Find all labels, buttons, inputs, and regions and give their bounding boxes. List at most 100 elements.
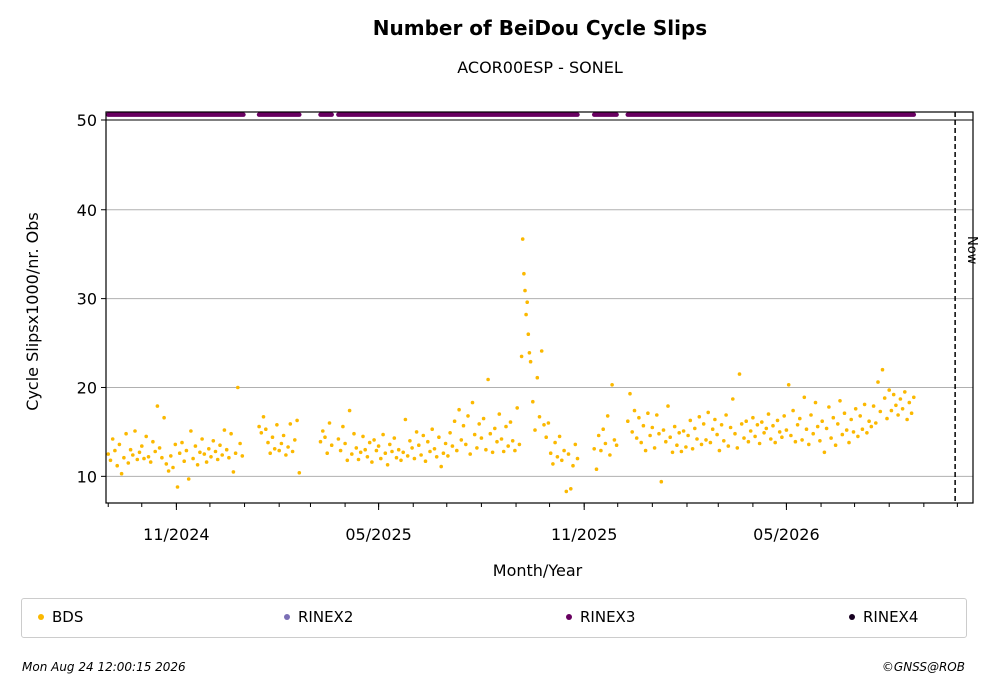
data-point-bds xyxy=(528,359,533,364)
data-point-bds xyxy=(461,423,466,428)
data-point-bds xyxy=(708,440,713,445)
y-tick-label: 20 xyxy=(77,378,97,397)
data-point-bds xyxy=(363,447,368,452)
data-point-bds xyxy=(737,372,742,376)
data-point-bds xyxy=(704,438,708,442)
x-tick-label: 11/2025 xyxy=(551,525,617,544)
data-point-bds xyxy=(233,451,238,456)
data-point-bds xyxy=(376,444,381,448)
data-point-bds xyxy=(533,428,537,432)
legend-item-rinex4: RINEX4 xyxy=(849,608,918,626)
data-point-bds xyxy=(153,449,157,454)
data-point-bds xyxy=(175,485,180,489)
data-point-bds xyxy=(222,428,227,432)
data-point-bds xyxy=(715,432,719,437)
data-point-bds xyxy=(537,415,542,419)
data-point-bds xyxy=(472,432,477,437)
data-point-bds xyxy=(858,414,862,418)
data-point-bds xyxy=(470,400,475,405)
data-point-bds xyxy=(117,442,122,447)
data-point-bds xyxy=(867,419,871,424)
data-point-bds xyxy=(862,402,867,407)
data-point-bds xyxy=(535,375,540,380)
data-point-bds xyxy=(193,444,198,448)
data-point-bds xyxy=(630,430,634,434)
data-point-bds xyxy=(849,417,853,422)
data-point-bds xyxy=(266,440,270,445)
data-point-bds xyxy=(515,406,519,410)
data-point-bds xyxy=(891,392,896,397)
data-point-bds xyxy=(162,415,166,420)
data-point-bds xyxy=(410,446,414,450)
chart-title: Number of BeiDou Cycle Slips xyxy=(372,16,708,40)
data-point-bds xyxy=(793,439,798,444)
data-point-bds xyxy=(189,429,193,433)
data-point-bds xyxy=(131,453,135,457)
data-point-bds xyxy=(224,447,229,452)
now-label: Now xyxy=(964,236,979,265)
data-point-bds xyxy=(345,458,350,463)
data-point-bds xyxy=(789,433,793,438)
data-point-bds xyxy=(804,427,809,432)
data-point-bds xyxy=(896,413,900,417)
data-point-bds xyxy=(218,443,222,448)
data-point-bds xyxy=(684,445,688,449)
data-point-bds xyxy=(771,423,775,428)
data-point-bds xyxy=(115,463,119,468)
data-point-bds xyxy=(646,411,650,416)
data-point-bds xyxy=(677,431,681,435)
legend-marker-rinex4 xyxy=(849,614,855,620)
data-point-bds xyxy=(820,419,824,424)
data-point-bds xyxy=(900,407,905,411)
data-point-bds xyxy=(367,440,372,445)
data-point-bds xyxy=(751,415,755,420)
data-point-bds xyxy=(493,426,497,431)
data-point-bds xyxy=(343,441,347,446)
data-point-bds xyxy=(488,431,493,436)
data-point-bds xyxy=(822,450,827,455)
data-point-bds xyxy=(414,430,419,434)
data-point-bds xyxy=(842,411,847,416)
data-point-bds xyxy=(182,459,186,464)
data-point-bds xyxy=(887,388,891,392)
data-point-bds xyxy=(724,413,728,417)
data-point-bds xyxy=(209,455,213,459)
data-point-bds xyxy=(898,397,903,401)
data-point-bds xyxy=(880,367,885,372)
data-point-bds xyxy=(401,450,406,455)
data-point-bds xyxy=(412,456,417,461)
data-point-bds xyxy=(495,439,499,444)
data-point-bds xyxy=(297,471,302,475)
data-point-bds xyxy=(506,444,511,448)
data-point-bds xyxy=(202,452,207,456)
data-point-bds xyxy=(286,445,290,449)
data-point-bds xyxy=(780,435,784,440)
data-point-bds xyxy=(733,431,737,436)
data-point-bds xyxy=(847,440,851,445)
data-point-bds xyxy=(180,440,184,445)
legend-label-rinex3: RINEX3 xyxy=(580,608,636,626)
data-point-bds xyxy=(457,407,461,412)
data-point-bds xyxy=(361,434,365,439)
data-point-bds xyxy=(659,479,664,484)
data-point-bds xyxy=(186,477,191,481)
data-point-bds xyxy=(871,404,876,408)
data-point-bds xyxy=(907,400,912,405)
data-point-bds xyxy=(748,429,753,433)
data-point-bds xyxy=(800,438,804,442)
data-point-bds xyxy=(695,437,699,441)
data-point-bds xyxy=(784,428,789,432)
data-point-bds xyxy=(632,408,637,413)
data-point-bds xyxy=(394,455,399,460)
data-point-bds xyxy=(612,438,617,442)
data-point-bds xyxy=(213,449,218,454)
data-point-bds xyxy=(264,427,268,432)
data-point-bds xyxy=(766,412,771,416)
data-point-bds xyxy=(323,435,327,440)
data-point-bds xyxy=(628,391,632,396)
data-point-bds xyxy=(432,447,437,451)
x-tick-label: 11/2024 xyxy=(143,525,209,544)
data-point-bds xyxy=(200,437,204,441)
data-point-bds xyxy=(318,439,323,444)
data-point-bds xyxy=(198,450,202,455)
